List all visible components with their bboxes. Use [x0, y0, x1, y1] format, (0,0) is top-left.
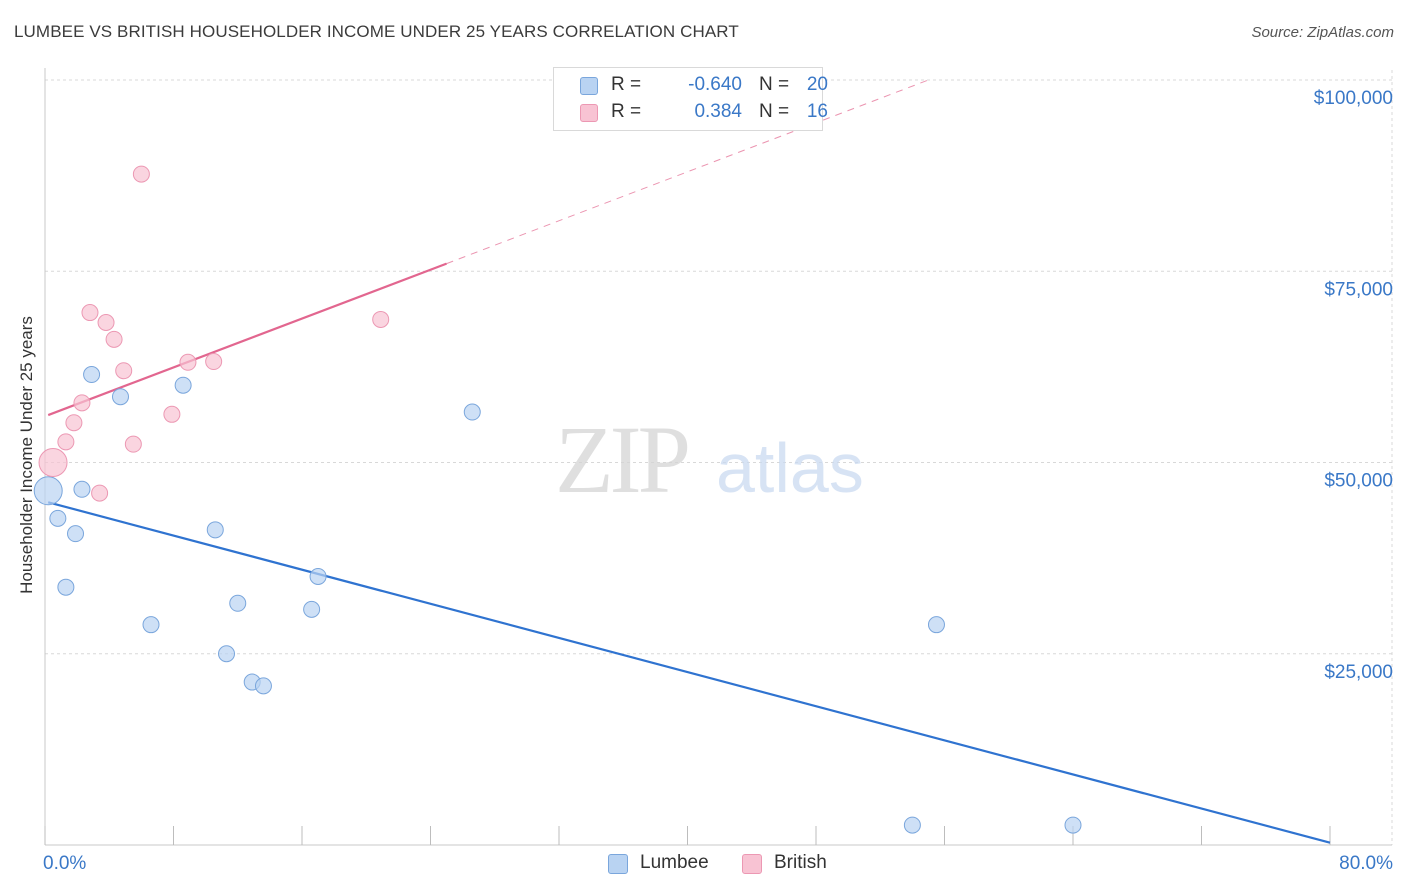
lumbee-point — [303, 600, 321, 618]
lumbee-n-label: N = — [759, 74, 790, 95]
lumbee-point — [33, 476, 63, 506]
lumbee-point — [206, 521, 224, 539]
british-point — [372, 310, 390, 328]
british-r-label: R = — [611, 101, 642, 122]
y-tick-label-0: $25,000 — [1324, 662, 1393, 683]
lumbee-swatch — [580, 77, 598, 95]
lumbee-r-label: R = — [611, 74, 642, 95]
british-point — [205, 353, 223, 371]
x-tick-label-min: 0.0% — [43, 853, 86, 874]
watermark-atlas: atlas — [716, 429, 864, 507]
lumbee-trend-line — [47, 501, 1331, 844]
lumbee-point — [1064, 816, 1082, 834]
british-point — [124, 435, 142, 453]
lumbee-point — [73, 480, 91, 498]
lumbee-point — [49, 509, 67, 527]
y-tick-label-3: $100,000 — [1314, 88, 1393, 109]
lumbee-point — [218, 645, 236, 663]
y-tick-label-2: $75,000 — [1324, 279, 1393, 300]
bottom-british-label: British — [774, 852, 827, 873]
lumbee-point — [67, 525, 85, 543]
axis-tick-labels: $25,000 $50,000 $75,000 $100,000 0.0% 80.0% — [43, 88, 1393, 874]
lumbee-point — [174, 376, 192, 394]
lumbee-point — [111, 388, 129, 406]
lumbee-point — [229, 594, 247, 612]
british-point — [81, 304, 99, 322]
british-point — [105, 330, 123, 348]
y-tick-label-1: $50,000 — [1324, 471, 1393, 492]
lumbee-r-value: -0.640 — [688, 74, 742, 95]
british-point — [38, 448, 68, 477]
british-r-value: 0.384 — [694, 101, 742, 122]
lumbee-point — [142, 616, 160, 634]
chart-title: LUMBEE VS BRITISH HOUSEHOLDER INCOME UND… — [14, 22, 739, 41]
lumbee-n-value: 20 — [806, 74, 828, 95]
bottom-lumbee-label: Lumbee — [640, 852, 709, 873]
x-tick-label-max: 80.0% — [1339, 853, 1393, 874]
data-points — [33, 165, 1082, 834]
british-point — [179, 353, 197, 371]
british-point — [132, 165, 150, 183]
british-point — [57, 433, 75, 451]
trend-lines — [47, 79, 1331, 844]
correlation-legend: R = -0.640 N = 20 R = 0.384 N = 16 — [553, 67, 828, 131]
british-point — [163, 405, 181, 423]
lumbee-point — [83, 366, 101, 384]
bottom-lumbee-swatch — [608, 854, 628, 874]
british-trend-line — [47, 262, 447, 417]
british-swatch — [580, 104, 598, 122]
british-n-value: 16 — [806, 101, 828, 122]
british-trend-extension — [446, 79, 929, 265]
lumbee-point — [309, 567, 327, 585]
lumbee-point — [254, 677, 272, 695]
watermark-zip: ZIP — [555, 406, 688, 513]
british-point — [65, 414, 83, 432]
british-point — [73, 394, 91, 412]
british-n-label: N = — [759, 101, 790, 122]
lumbee-point — [927, 616, 945, 634]
watermark: ZIP atlas — [555, 406, 864, 513]
lumbee-point — [463, 403, 481, 421]
lumbee-point — [57, 578, 75, 596]
source-label: Source: ZipAtlas.com — [1251, 24, 1394, 41]
lumbee-point — [903, 816, 921, 834]
british-point — [97, 314, 115, 332]
british-point — [115, 362, 133, 380]
british-point — [91, 484, 109, 502]
bottom-british-swatch — [742, 854, 762, 874]
